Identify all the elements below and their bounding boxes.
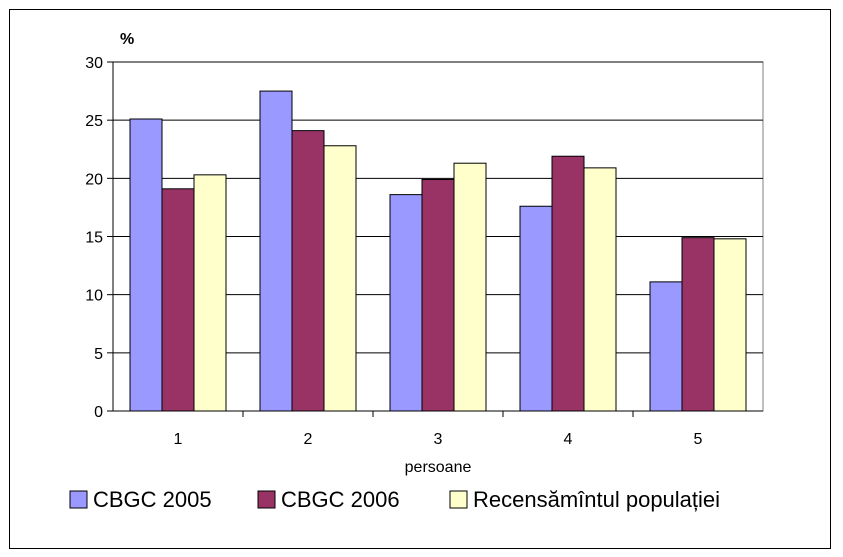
- bar: [323, 145, 357, 412]
- legend-swatch: [449, 490, 468, 509]
- bar: [259, 90, 293, 412]
- y-tick-label: 30: [85, 55, 103, 72]
- bar: [583, 167, 617, 412]
- y-tick-label: 10: [85, 288, 103, 305]
- y-tick-label: 25: [85, 113, 103, 130]
- x-tick-label: 4: [564, 431, 573, 448]
- bar: [129, 118, 163, 412]
- bar: [291, 130, 325, 412]
- bar: [161, 188, 195, 412]
- x-tick-label: 2: [304, 431, 313, 448]
- x-tick-label: 5: [694, 431, 703, 448]
- bar: [453, 162, 487, 412]
- bar: [713, 238, 747, 412]
- y-tick-label: 20: [85, 171, 103, 188]
- legend: CBGC 2005 CBGC 2006 Recensămîntul populați…: [69, 487, 720, 512]
- bar: [193, 174, 227, 412]
- legend-swatch: [69, 490, 88, 509]
- legend-label: CBGC 2005: [93, 487, 212, 512]
- chart-frame: 0 5 10 15 20 25 30 1 2 3 4 5 % persoane CBGC 2005 CB…: [9, 9, 831, 549]
- y-tick-label: 15: [85, 230, 103, 247]
- x-tick-label: 3: [434, 431, 443, 448]
- bar: [681, 237, 715, 412]
- x-axis-label: persoane: [405, 459, 472, 476]
- legend-label: Recensămîntul populației: [473, 487, 720, 512]
- bar: [421, 178, 455, 412]
- bar: [389, 194, 423, 412]
- y-tick-label: 0: [94, 404, 103, 421]
- x-tick-label: 1: [174, 431, 183, 448]
- y-axis-label: %: [120, 31, 134, 48]
- legend-swatch: [257, 490, 276, 509]
- bar: [551, 155, 585, 412]
- bar: [649, 281, 683, 412]
- legend-label: CBGC 2006: [281, 487, 400, 512]
- bar: [519, 205, 553, 412]
- y-tick-label: 5: [94, 346, 103, 363]
